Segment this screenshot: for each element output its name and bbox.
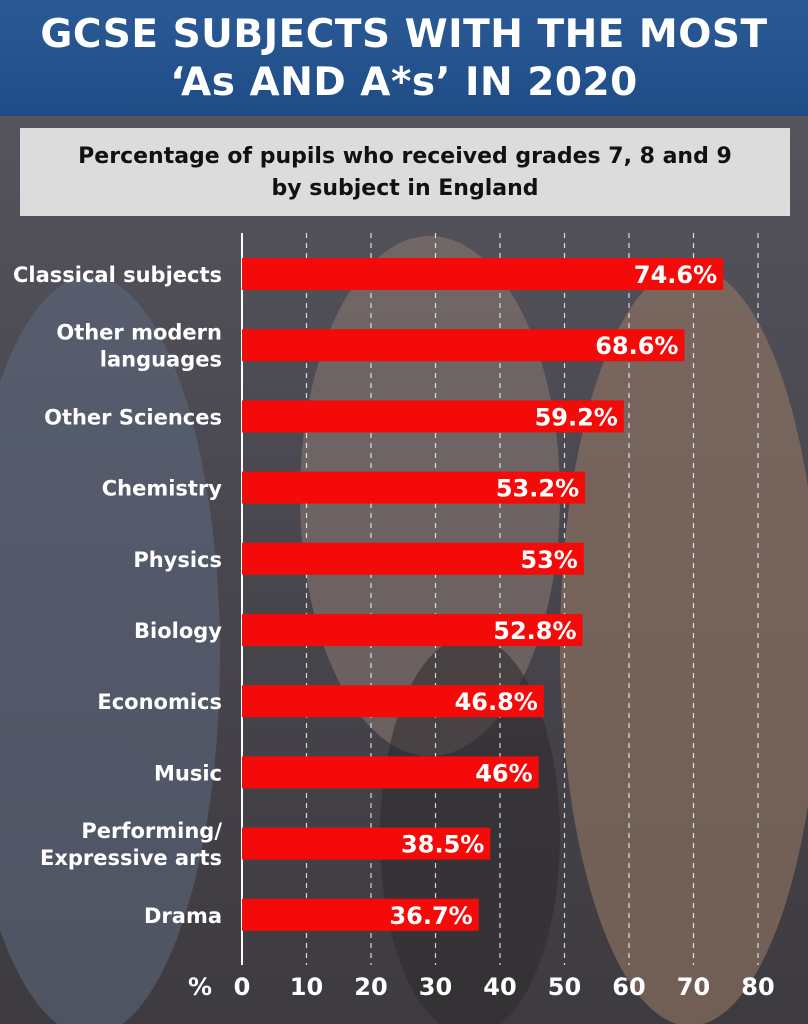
category-label: Performing/ xyxy=(81,819,222,843)
bar xyxy=(242,258,724,290)
category-label: Biology xyxy=(134,619,222,643)
bar xyxy=(242,329,685,362)
value-label: 52.8% xyxy=(493,617,576,645)
x-tick-label: 70 xyxy=(677,973,710,1001)
bar xyxy=(242,542,584,575)
value-label: 74.6% xyxy=(634,261,717,289)
bar xyxy=(242,614,583,646)
x-tick-label: 10 xyxy=(290,973,323,1001)
value-label: 68.6% xyxy=(595,332,678,360)
category-label: languages xyxy=(100,348,222,372)
category-labels: Classical subjects Other modern languages O… xyxy=(13,263,222,928)
value-label: 53.2% xyxy=(496,475,579,503)
value-label: 53% xyxy=(520,546,577,574)
value-label: 36.7% xyxy=(389,902,472,930)
x-axis-ticks: 0 10 20 30 40 50 60 70 80% xyxy=(188,973,775,1001)
category-label: Other Sciences xyxy=(44,405,222,429)
title-banner: GCSE SUBJECTS WITH THE MOST ‘As AND A*s’… xyxy=(0,0,808,116)
value-labels: 74.6% 68.6% 59.2% 53.2% 53% 52.8% 46.8% 46% 38.5… xyxy=(389,261,717,930)
category-label: Drama xyxy=(144,904,222,928)
background-figure-right xyxy=(560,266,808,1024)
category-label: Other modern xyxy=(56,321,222,345)
category-label: Expressive arts xyxy=(40,846,222,870)
bar xyxy=(242,685,544,718)
subtitle-line-1: Percentage of pupils who received grades… xyxy=(78,144,732,169)
x-tick-label: 20 xyxy=(354,973,387,1001)
value-label: 38.5% xyxy=(401,831,484,859)
value-label: 46.8% xyxy=(455,688,538,716)
title-line-1: GCSE SUBJECTS WITH THE MOST xyxy=(40,12,768,57)
category-label: Physics xyxy=(133,548,222,572)
bar xyxy=(242,471,586,504)
value-label: 59.2% xyxy=(535,403,618,431)
bars xyxy=(242,258,724,931)
title-line-2: ‘As AND A*s’ IN 2020 xyxy=(170,60,638,105)
category-label: Music xyxy=(154,761,222,785)
x-tick-label: 40 xyxy=(483,973,516,1001)
x-tick-label: 30 xyxy=(419,973,452,1001)
x-tick-label: 0 xyxy=(234,973,251,1001)
x-tick-label: 50 xyxy=(548,973,581,1001)
bar xyxy=(242,898,479,931)
value-label: 46% xyxy=(475,759,532,787)
bar xyxy=(242,756,539,789)
category-label: Chemistry xyxy=(102,477,223,501)
bar xyxy=(242,827,491,860)
bar xyxy=(242,400,624,433)
x-tick-label: 60 xyxy=(612,973,645,1001)
category-label: Classical subjects xyxy=(13,263,222,287)
x-axis-unit: % xyxy=(188,973,212,1001)
subtitle-line-2: by subject in England xyxy=(271,176,539,201)
subtitle-box: Percentage of pupils who received grades… xyxy=(20,128,790,216)
x-tick-label: 80 xyxy=(741,973,774,1001)
category-label: Economics xyxy=(97,690,222,714)
background-figure-left xyxy=(0,276,220,1024)
